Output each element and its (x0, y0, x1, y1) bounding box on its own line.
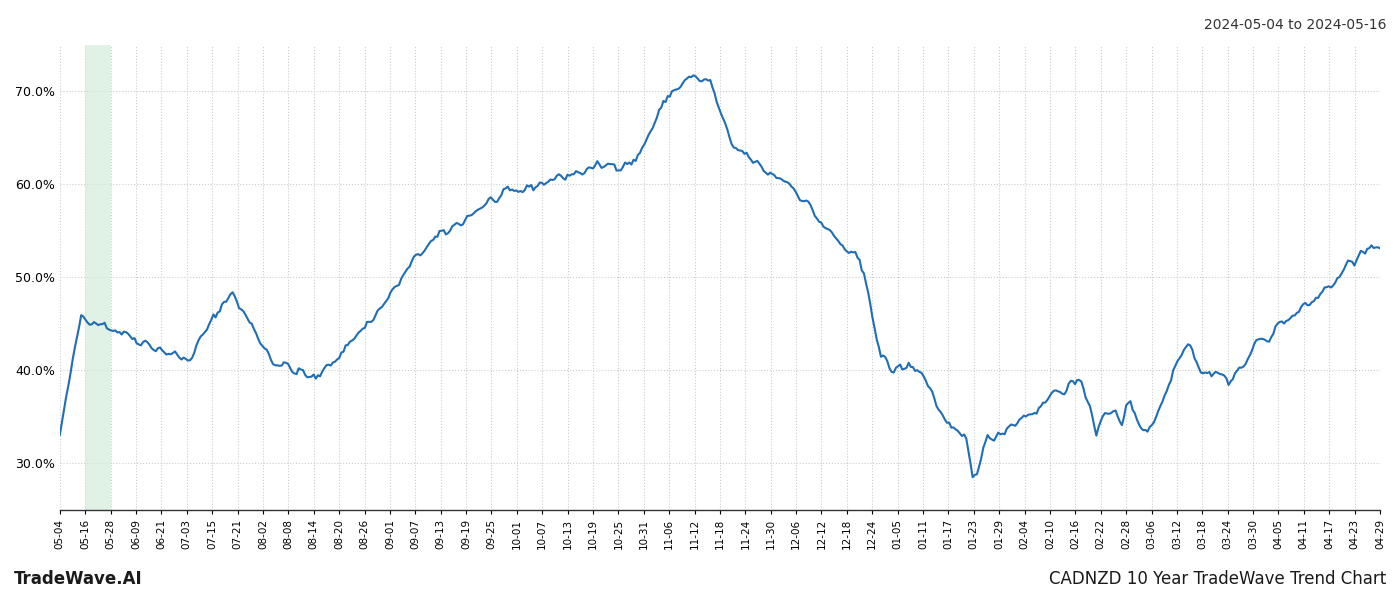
Bar (85, 45, 111, 510)
Text: TradeWave.AI: TradeWave.AI (14, 570, 143, 588)
Text: 2024-05-04 to 2024-05-16: 2024-05-04 to 2024-05-16 (1204, 18, 1386, 32)
Text: CADNZD 10 Year TradeWave Trend Chart: CADNZD 10 Year TradeWave Trend Chart (1049, 570, 1386, 588)
